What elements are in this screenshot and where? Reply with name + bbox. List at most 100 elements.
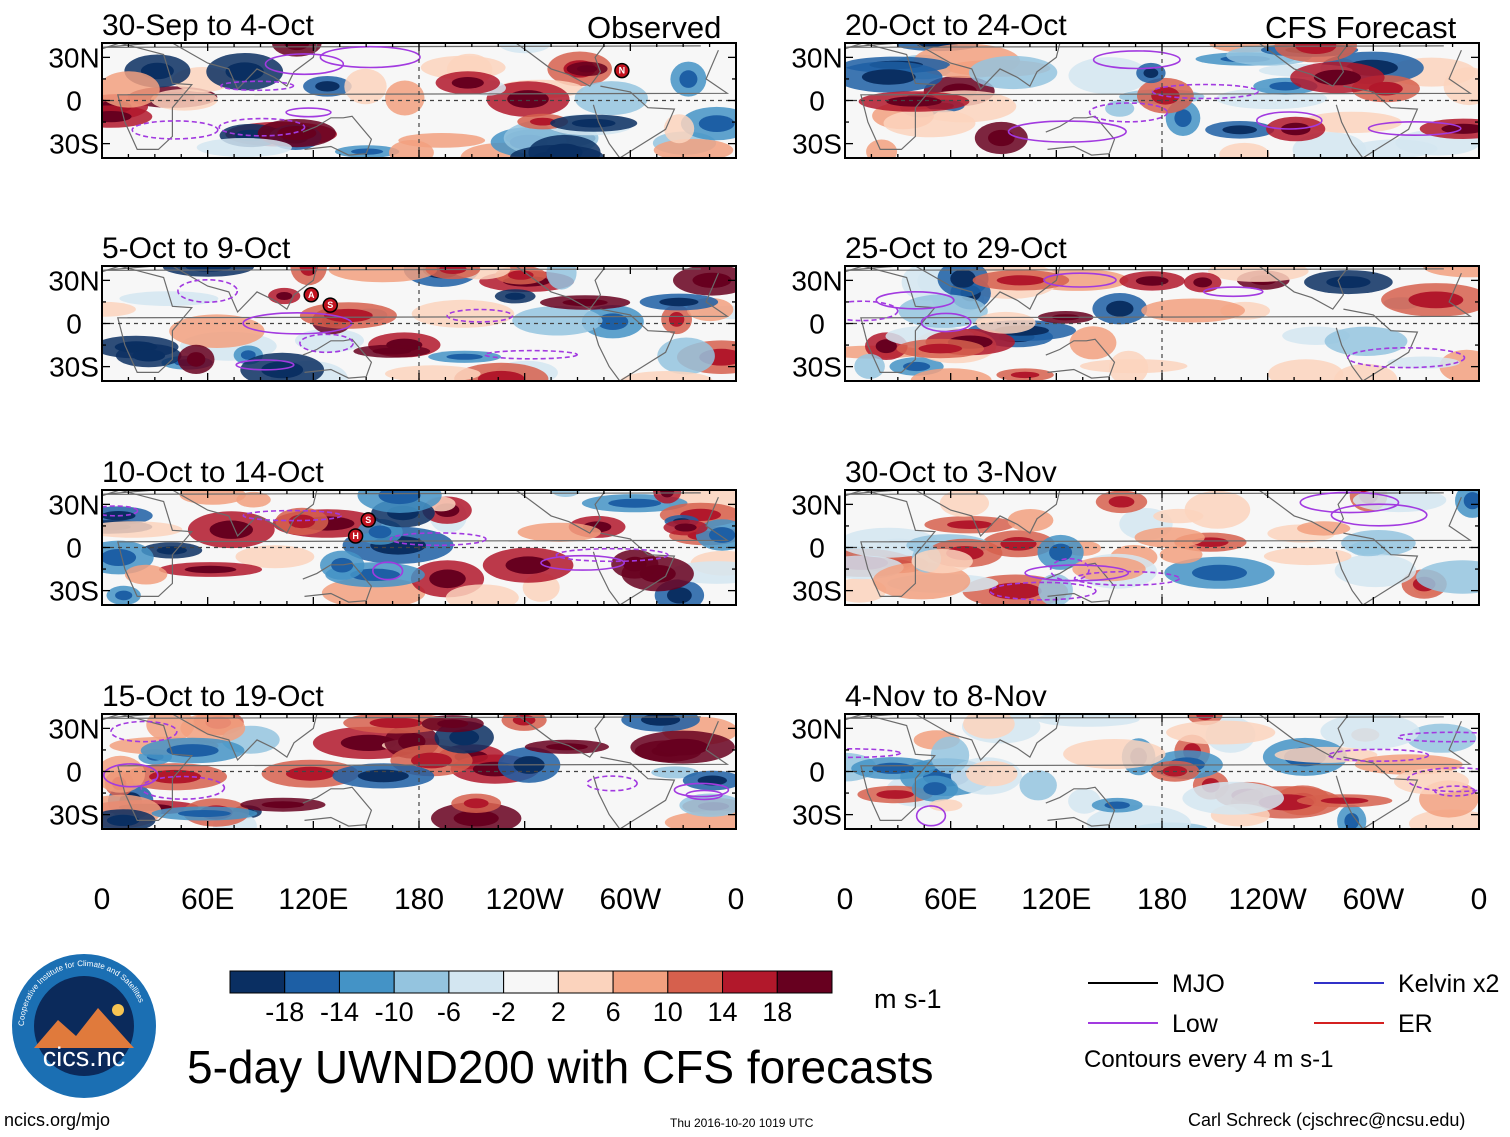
coastline	[1045, 115, 1116, 156]
anomaly-cell	[1038, 573, 1073, 605]
wind-anomaly-field	[845, 490, 1479, 605]
anomaly-core	[1313, 69, 1361, 86]
contour	[319, 45, 421, 69]
anomaly-cell	[512, 306, 603, 336]
colorbar-swatch	[557, 970, 614, 994]
contour	[875, 290, 955, 310]
coastline	[102, 43, 701, 48]
lon-tick-label: 0	[94, 883, 111, 916]
anomaly-core	[1000, 537, 1037, 551]
contour-note: Contours every 4 m s-1	[1084, 1046, 1334, 1073]
contour	[389, 532, 487, 547]
anomaly-core	[656, 738, 709, 756]
contour	[1299, 491, 1400, 514]
contour	[1203, 286, 1264, 298]
anomaly-core	[1104, 801, 1130, 809]
anomaly-cell	[966, 760, 1018, 787]
anomaly-cell	[102, 71, 160, 108]
lon-tick-label: 120E	[1021, 883, 1091, 916]
lat-tick-label: 30N	[791, 265, 842, 296]
anomaly-core	[545, 743, 588, 751]
anomaly-cell	[180, 714, 246, 744]
coastline	[845, 266, 1473, 373]
anomaly-core	[1049, 543, 1073, 562]
anomaly-cell	[929, 799, 963, 812]
anomaly-core	[1010, 371, 1040, 379]
anomaly-core	[571, 118, 616, 128]
anomaly-core	[368, 525, 392, 539]
anomaly-core	[156, 546, 187, 555]
anomaly-cell	[1394, 768, 1469, 795]
storm-marker: S	[360, 512, 377, 528]
anomaly-cell	[1063, 739, 1166, 769]
legend-label: Low	[1172, 1010, 1219, 1038]
anomaly-core	[184, 565, 237, 574]
contour	[220, 80, 295, 92]
coastline	[102, 714, 730, 822]
anomaly-cell	[385, 80, 425, 116]
anomaly-cell	[1159, 545, 1203, 564]
anomaly-core	[709, 527, 736, 543]
colorbar-swatch	[776, 970, 833, 994]
anomaly-cell	[1268, 359, 1344, 381]
anomaly-cell	[1068, 57, 1150, 95]
anomaly-core	[261, 801, 305, 809]
anomaly-core	[988, 129, 1015, 147]
legend-label: ER	[1398, 1010, 1433, 1038]
anomaly-core	[102, 549, 137, 566]
anomaly-core	[276, 292, 293, 300]
lat-tick-label: 30N	[48, 42, 99, 73]
lat-tick-label: 0	[66, 757, 82, 788]
logo-text: cics.nc	[43, 1042, 126, 1072]
lat-tick-label: 30N	[791, 713, 842, 744]
lon-tick-label: 180	[394, 883, 444, 916]
coastline	[172, 714, 318, 762]
anomaly-cell	[344, 68, 387, 105]
anomaly-core	[277, 126, 317, 141]
anomaly-core	[668, 312, 685, 327]
anomaly-cell	[1301, 111, 1402, 134]
lat-tick-label: 30N	[48, 713, 99, 744]
anomaly-cell	[124, 564, 168, 585]
anomaly-cell	[1166, 720, 1276, 745]
anomaly-core	[562, 298, 608, 307]
anomaly-core	[1222, 125, 1257, 135]
lat-tick-label: 0	[809, 86, 825, 117]
anomaly-core	[597, 313, 629, 331]
lat-tick-label: 30S	[49, 576, 99, 607]
low-contours	[102, 505, 669, 581]
lon-tick-label: 120W	[1228, 883, 1307, 916]
anomaly-core	[996, 275, 1046, 286]
anomaly-core	[872, 762, 914, 774]
anomaly-core	[641, 714, 681, 726]
storm-label: S	[327, 300, 333, 310]
anomaly-core	[102, 111, 132, 123]
lon-tick-label: 60W	[1342, 883, 1404, 916]
anomaly-cell	[657, 337, 715, 375]
coastline	[592, 308, 676, 381]
anomaly-core	[1135, 276, 1169, 286]
anomaly-core	[1344, 813, 1359, 829]
colorbar-tick-label: 14	[708, 997, 738, 1027]
coastline	[845, 43, 1473, 150]
anomaly-core	[660, 490, 675, 498]
anomaly-core	[209, 520, 253, 539]
anomaly-core	[507, 90, 549, 109]
lon-tick-label: 60E	[181, 883, 234, 916]
panel-period-label: 20-Oct to 24-Oct	[845, 9, 1067, 42]
anomaly-core	[546, 143, 583, 158]
coastline	[845, 490, 1473, 598]
anomaly-core	[451, 77, 484, 89]
anomaly-core	[923, 782, 947, 796]
anomaly-cell	[445, 584, 519, 605]
coastline	[915, 266, 1061, 314]
anomaly-core	[505, 556, 551, 574]
coastline	[915, 714, 1061, 762]
coastline	[302, 115, 373, 156]
storm-marker: N	[614, 62, 630, 79]
storm-label: A	[308, 290, 315, 300]
lon-tick-label: 120W	[485, 883, 564, 916]
anomaly-cell	[1219, 142, 1270, 158]
anomaly-core	[437, 719, 469, 728]
